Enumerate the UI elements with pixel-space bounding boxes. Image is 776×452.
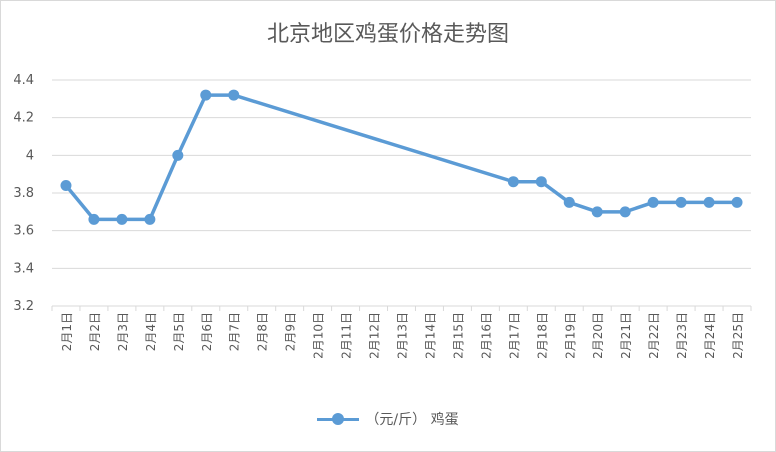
- y-tick-label: 4.4: [13, 73, 34, 88]
- data-point: [703, 196, 715, 208]
- x-tick-label: 2月10日: [312, 312, 326, 359]
- x-tick-label: 2月23日: [675, 312, 689, 359]
- y-tick-label: 4.2: [13, 111, 34, 126]
- data-point: [200, 89, 212, 101]
- x-tick-label: 2月12日: [368, 312, 382, 359]
- x-tick-label: 2月24日: [703, 312, 717, 359]
- x-tick-label: 2月7日: [228, 312, 242, 351]
- data-point: [144, 213, 156, 225]
- data-point: [535, 176, 547, 188]
- x-tick-label: 2月15日: [451, 312, 465, 359]
- data-point: [563, 196, 575, 208]
- data-point: [591, 206, 603, 218]
- y-tick-label: 4: [26, 148, 34, 163]
- x-tick-label: 2月19日: [563, 312, 577, 359]
- x-tick-label: 2月3日: [116, 312, 130, 351]
- data-point: [619, 206, 631, 218]
- data-point: [675, 196, 687, 208]
- legend-label: （元/斤） 鸡蛋: [365, 412, 459, 428]
- legend: （元/斤） 鸡蛋: [0, 407, 776, 431]
- y-tick-label: 3.4: [13, 261, 34, 276]
- x-tick-label: 2月22日: [647, 312, 661, 359]
- x-tick-label: 2月2日: [88, 312, 102, 351]
- data-point: [60, 179, 72, 191]
- x-tick-label: 2月16日: [479, 312, 493, 359]
- data-point: [647, 196, 659, 208]
- y-tick-label: 3.6: [13, 224, 34, 239]
- data-point: [116, 213, 128, 225]
- x-tick-label: 2月17日: [507, 312, 521, 359]
- series-line: [64, 93, 738, 222]
- x-tick-label: 2月25日: [731, 312, 745, 359]
- y-tick-label: 3.8: [13, 186, 34, 201]
- x-tick-label: 2月18日: [535, 312, 549, 359]
- x-tick-label: 2月5日: [172, 312, 186, 351]
- chart-title: 北京地区鸡蛋价格走势图: [266, 22, 509, 47]
- data-point: [172, 149, 184, 161]
- data-point: [731, 196, 743, 208]
- data-point: [507, 176, 519, 188]
- x-tick-label: 2月14日: [423, 312, 437, 359]
- x-tick-label: 2月4日: [144, 312, 158, 351]
- legend-marker-icon: [317, 412, 360, 426]
- x-tick-label: 2月8日: [256, 312, 270, 351]
- x-tick-label: 2月11日: [340, 312, 354, 359]
- x-tick-label: 2月20日: [591, 312, 605, 359]
- data-point: [228, 89, 240, 101]
- x-tick-label: 2月9日: [284, 312, 298, 351]
- x-tick-label: 2月21日: [619, 312, 633, 359]
- x-tick-label: 2月6日: [200, 312, 214, 351]
- data-point: [88, 213, 100, 225]
- x-tick-label: 2月13日: [396, 312, 410, 359]
- y-tick-label: 3.2: [13, 299, 34, 314]
- x-tick-label: 2月1日: [60, 312, 74, 351]
